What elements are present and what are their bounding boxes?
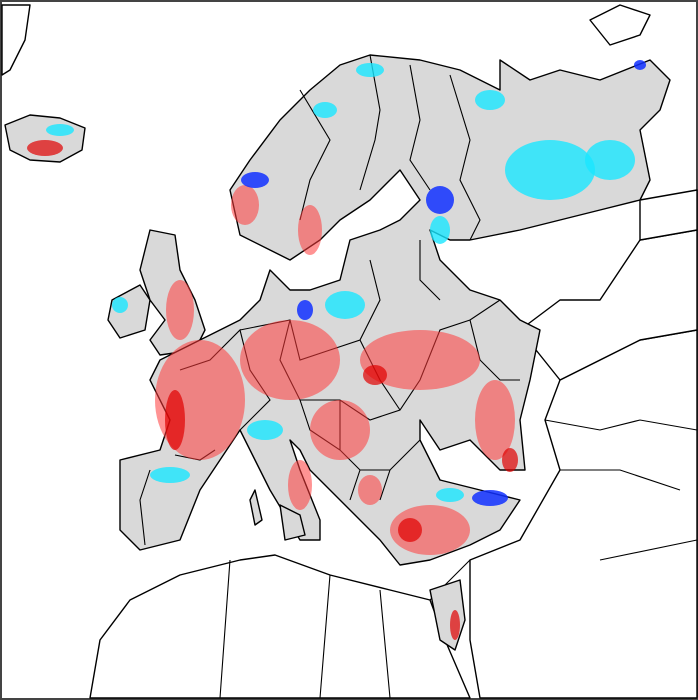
anomalies [27,60,646,640]
outline-land [1,4,698,699]
